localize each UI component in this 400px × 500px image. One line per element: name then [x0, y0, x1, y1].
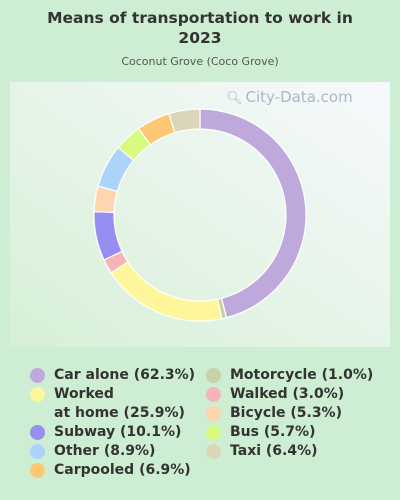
legend-item-worked-at-home: Worked at home (25.9%) — [30, 385, 195, 423]
legend-item-carpooled: Carpooled (6.9%) — [30, 461, 195, 480]
legend-label: Carpooled (6.9%) — [54, 462, 191, 478]
donut-slice-taxi — [168, 108, 201, 134]
chart-subtitle: Coconut Grove (Coco Grove) — [121, 55, 279, 68]
legend-label: Taxi (6.4%) — [230, 443, 318, 459]
legend-swatch — [206, 387, 221, 402]
legend-item-other: Other (8.9%) — [30, 442, 195, 461]
legend-label: Bus (5.7%) — [230, 424, 316, 440]
legend-label: Bicycle (5.3%) — [230, 405, 342, 421]
legend-item-taxi: Taxi (6.4%) — [206, 442, 373, 461]
legend-swatch — [206, 425, 221, 440]
legend-label: Walked (3.0%) — [230, 386, 345, 402]
legend-swatch — [30, 444, 45, 459]
chart-title: Means of transportation to work in 2023 — [47, 9, 353, 47]
legend-item-car-alone: Car alone (62.3%) — [30, 366, 195, 385]
legend-label: Motorcycle (1.0%) — [230, 367, 374, 383]
legend-label: Other (8.9%) — [54, 443, 156, 459]
legend-swatch — [206, 444, 221, 459]
legend-item-motorcycle: Motorcycle (1.0%) — [206, 366, 373, 385]
legend-column-left: Car alone (62.3%) Worked at home (25.9%) Su… — [30, 366, 195, 480]
watermark: 🔍︎ City-Data.com — [226, 88, 353, 106]
legend-item-bus: Bus (5.7%) — [206, 423, 373, 442]
legend-item-subway: Subway (10.1%) — [30, 423, 195, 442]
legend-label: Subway (10.1%) — [54, 424, 182, 440]
legend-item-walked: Walked (3.0%) — [206, 385, 373, 404]
legend-swatch — [30, 387, 45, 402]
legend-column-right: Motorcycle (1.0%) Walked (3.0%) Bicycle (5… — [206, 366, 373, 461]
donut-chart — [93, 108, 307, 322]
plot-area — [10, 82, 390, 347]
legend-swatch — [30, 368, 45, 383]
legend-label: Worked at home (25.9%) — [54, 386, 185, 421]
magnifier-icon: 🔍︎ — [226, 91, 243, 106]
legend-swatch — [30, 425, 45, 440]
legend-swatch — [30, 463, 45, 478]
legend-label: Car alone (62.3%) — [54, 367, 196, 383]
legend-swatch — [206, 406, 221, 421]
legend-swatch — [206, 368, 221, 383]
legend-item-bicycle: Bicycle (5.3%) — [206, 404, 373, 423]
